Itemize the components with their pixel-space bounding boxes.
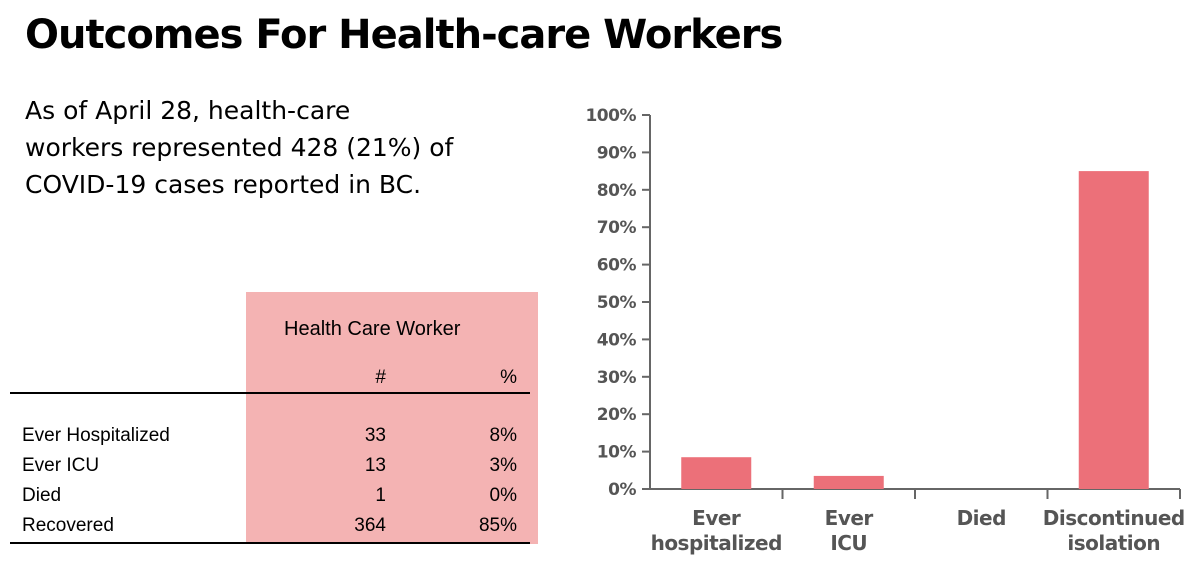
y-tick-label: 20% xyxy=(597,405,637,425)
column-header-count: # xyxy=(375,367,386,388)
intro-line: COVID-19 cases reported in BC. xyxy=(25,170,422,199)
row-label: Ever ICU xyxy=(22,455,100,476)
header-rule xyxy=(10,392,530,394)
row-label: Died xyxy=(22,485,62,506)
row-count: 13 xyxy=(364,455,386,476)
row-label: Ever Hospitalized xyxy=(22,425,170,446)
y-tick-label: 80% xyxy=(597,181,637,201)
y-tick-label: 100% xyxy=(585,106,636,126)
y-tick-label: 0% xyxy=(608,480,636,500)
x-category-label: hospitalized xyxy=(651,531,782,555)
x-category-label: Ever xyxy=(692,506,741,530)
outcomes-bar-chart: 0%10%20%30%40%50%60%70%80%90%100%Everhos… xyxy=(585,106,1185,555)
page-title: Outcomes For Health-care Workers xyxy=(25,12,783,58)
row-count: 364 xyxy=(354,515,386,536)
bottom-rule xyxy=(10,542,530,544)
health-care-worker-column-fill xyxy=(246,292,538,544)
y-tick-label: 10% xyxy=(597,443,637,463)
row-label: Recovered xyxy=(22,515,114,536)
bar xyxy=(813,475,884,489)
y-tick-label: 90% xyxy=(597,143,637,163)
y-tick-label: 50% xyxy=(597,293,637,313)
bar xyxy=(681,457,752,489)
x-category-label: ICU xyxy=(830,531,867,555)
y-tick-label: 40% xyxy=(597,330,637,350)
row-percent: 85% xyxy=(478,515,517,536)
column-header-percent: % xyxy=(500,367,517,388)
y-tick-label: 30% xyxy=(597,368,637,388)
x-category-label: Ever xyxy=(825,506,874,530)
intro-line: As of April 28, health-care xyxy=(25,96,351,125)
bar xyxy=(1078,171,1149,489)
outcomes-table: Health Care Worker # % Ever Hospitalized… xyxy=(10,292,538,544)
row-count: 33 xyxy=(364,425,386,446)
x-category-label: Died xyxy=(957,506,1006,530)
x-category-label: isolation xyxy=(1067,531,1160,555)
row-percent: 3% xyxy=(489,455,517,476)
y-tick-label: 70% xyxy=(597,218,637,238)
x-category-label: Discontinued xyxy=(1043,506,1185,530)
row-percent: 8% xyxy=(489,425,517,446)
row-count: 1 xyxy=(375,485,386,506)
y-tick-label: 60% xyxy=(597,256,637,276)
intro-text: As of April 28, health-care workers repr… xyxy=(25,92,515,203)
group-header: Health Care Worker xyxy=(284,318,461,340)
row-percent: 0% xyxy=(489,485,517,506)
intro-line: workers represented 428 (21%) of xyxy=(25,133,454,162)
